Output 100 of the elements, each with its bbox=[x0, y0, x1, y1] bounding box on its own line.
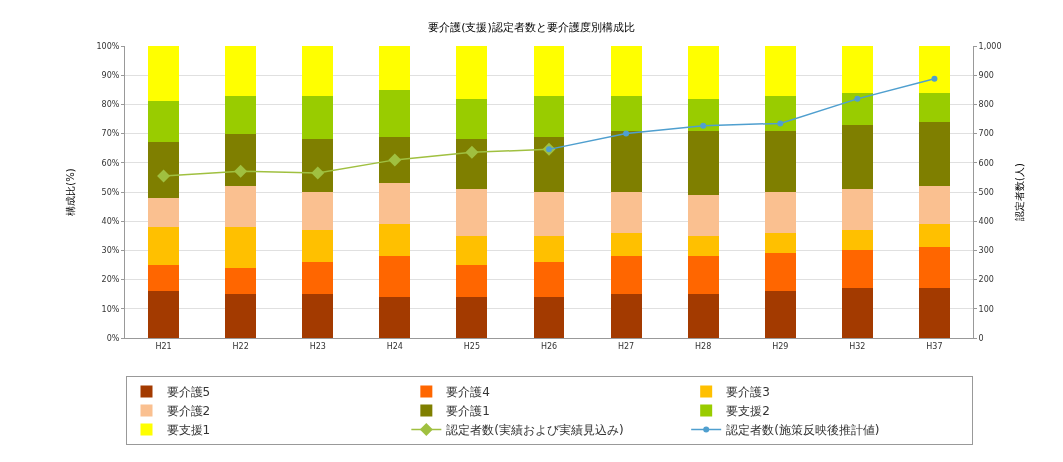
bar bbox=[533, 262, 565, 298]
bar bbox=[148, 46, 179, 102]
bar bbox=[225, 186, 257, 228]
bar bbox=[302, 229, 334, 263]
bar bbox=[456, 46, 488, 99]
y-tick-label: 50% bbox=[101, 187, 120, 197]
y-tick-label: 0% bbox=[106, 333, 120, 343]
bar bbox=[610, 232, 642, 257]
bar bbox=[764, 95, 796, 131]
legend-label: 要介護2 bbox=[166, 404, 211, 419]
x-tick-label: H27 bbox=[617, 341, 635, 351]
bar bbox=[610, 256, 642, 295]
y2-tick-label: 800 bbox=[978, 100, 994, 110]
bar bbox=[456, 297, 488, 338]
x-tick-label: H23 bbox=[309, 341, 326, 351]
y2-tick-label: 0 bbox=[978, 333, 984, 343]
y-tick-label: 100% bbox=[96, 41, 120, 51]
y2-tick-label: 300 bbox=[978, 246, 994, 256]
bar bbox=[302, 262, 334, 295]
y2-tick-label: 1,000 bbox=[978, 41, 1002, 51]
x-tick-label: H29 bbox=[772, 341, 789, 351]
point bbox=[234, 164, 248, 178]
bar bbox=[610, 95, 642, 131]
bar bbox=[302, 294, 334, 338]
bar bbox=[148, 227, 179, 265]
bar bbox=[533, 192, 565, 236]
bar bbox=[687, 256, 719, 295]
bar bbox=[687, 46, 719, 99]
bar bbox=[533, 136, 565, 192]
bar bbox=[148, 142, 179, 198]
bar bbox=[148, 101, 179, 143]
point bbox=[854, 95, 861, 102]
bar bbox=[841, 288, 873, 338]
bar bbox=[379, 297, 411, 338]
bar bbox=[919, 46, 950, 93]
x-tick-label: H26 bbox=[540, 341, 558, 351]
bar bbox=[841, 124, 873, 190]
y2-tick-label: 200 bbox=[978, 275, 994, 285]
point bbox=[465, 145, 479, 159]
y-tick-label: 20% bbox=[101, 275, 120, 285]
point bbox=[777, 120, 784, 127]
y-tick-label: 30% bbox=[101, 246, 120, 256]
y2-tick-label: 700 bbox=[978, 129, 994, 139]
y2-tick-label: 400 bbox=[978, 217, 994, 226]
bar bbox=[302, 95, 334, 140]
y2-tick-label: 900 bbox=[978, 71, 994, 80]
y-tick-label: 70% bbox=[101, 129, 120, 139]
y-tick-label: 60% bbox=[101, 158, 120, 168]
x-tick-label: H28 bbox=[695, 341, 712, 351]
legend-label: 要介護4 bbox=[446, 385, 490, 400]
legend-label: 認定者数(実績および実績見込み) bbox=[446, 423, 624, 438]
bar bbox=[919, 121, 950, 187]
bar bbox=[533, 235, 565, 263]
legend-label: 要介護5 bbox=[166, 385, 211, 400]
bar bbox=[225, 95, 257, 134]
legend-label: 要介護3 bbox=[726, 385, 770, 400]
bar bbox=[919, 186, 950, 225]
x-tick-label: H21 bbox=[155, 341, 172, 351]
bar bbox=[764, 291, 796, 338]
bar bbox=[225, 46, 257, 96]
bar bbox=[841, 92, 873, 125]
bar bbox=[225, 227, 257, 268]
bar bbox=[841, 46, 873, 93]
bar bbox=[764, 232, 796, 254]
x-tick-label: H22 bbox=[232, 341, 249, 351]
point bbox=[700, 122, 707, 129]
bar bbox=[841, 250, 873, 289]
bar bbox=[379, 224, 411, 257]
y2-tick-label: 100 bbox=[978, 304, 994, 314]
bar bbox=[456, 98, 488, 140]
x-tick-label: H24 bbox=[386, 341, 403, 351]
bar bbox=[764, 46, 796, 96]
bar bbox=[148, 291, 179, 338]
bar bbox=[225, 133, 257, 187]
bar bbox=[225, 294, 257, 338]
x-tick-label: H37 bbox=[926, 341, 943, 351]
point bbox=[311, 166, 325, 180]
bar bbox=[456, 139, 488, 190]
bar bbox=[687, 294, 719, 338]
bar bbox=[764, 130, 796, 192]
bar bbox=[919, 224, 950, 248]
bar bbox=[841, 229, 873, 251]
bar bbox=[841, 189, 873, 230]
point bbox=[931, 75, 938, 82]
bar bbox=[379, 46, 411, 90]
bar bbox=[533, 46, 565, 96]
legend-label: 要支援1 bbox=[166, 423, 211, 438]
bar bbox=[687, 130, 719, 195]
bar bbox=[610, 130, 642, 192]
bar bbox=[764, 192, 796, 233]
y-axis-title: 構成比(%) bbox=[64, 168, 76, 216]
bar bbox=[687, 235, 719, 257]
bar bbox=[379, 183, 411, 225]
bar bbox=[764, 253, 796, 292]
bar bbox=[533, 297, 565, 338]
bar bbox=[225, 267, 257, 295]
bar bbox=[379, 136, 411, 184]
bar bbox=[456, 265, 488, 298]
y-tick-label: 10% bbox=[101, 304, 120, 314]
y2-tick-label: 600 bbox=[978, 158, 994, 168]
